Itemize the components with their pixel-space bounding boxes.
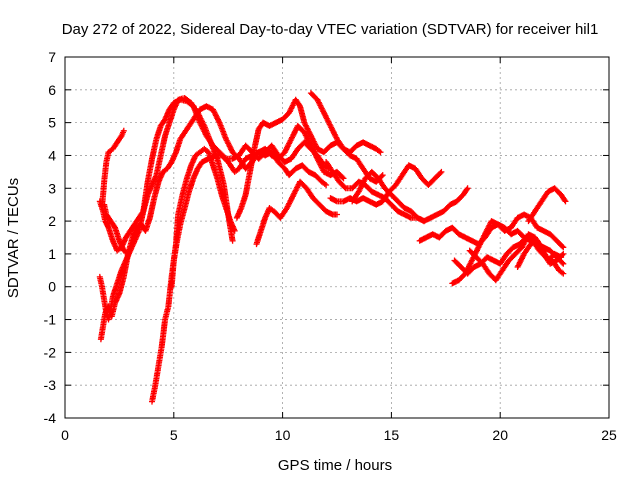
series-track-18 xyxy=(525,185,569,225)
x-tick-label: 5 xyxy=(170,427,178,443)
data-points xyxy=(514,237,567,270)
data-points xyxy=(168,145,238,290)
data-points xyxy=(327,162,445,208)
data-points xyxy=(525,185,569,225)
x-tick-label: 25 xyxy=(601,427,617,443)
series-track-11 xyxy=(323,159,471,225)
series-track-4 xyxy=(99,127,127,211)
series-track-13 xyxy=(349,168,427,225)
data-points xyxy=(101,201,132,257)
x-axis-label: GPS time / hours xyxy=(278,457,392,474)
y-tick-label: -3 xyxy=(44,377,57,393)
chart-title: Day 272 of 2022, Sidereal Day-to-day VTE… xyxy=(62,21,599,38)
y-tick-label: 1 xyxy=(48,246,56,262)
data-points xyxy=(349,168,427,225)
series-track-6 xyxy=(149,149,330,405)
x-tick-label: 15 xyxy=(384,427,400,443)
y-tick-label: -4 xyxy=(44,410,57,426)
series-track-5 xyxy=(101,201,132,257)
y-tick-label: 5 xyxy=(48,115,56,131)
y-tick-label: 2 xyxy=(48,213,56,229)
data-series xyxy=(96,90,569,405)
data-points xyxy=(323,159,471,225)
y-axis-label: SDTVAR / TECUs xyxy=(5,178,22,298)
x-tick-label: 0 xyxy=(61,427,69,443)
series-track-12 xyxy=(327,162,445,208)
data-points xyxy=(253,178,340,248)
y-tick-label: 0 xyxy=(48,279,56,295)
series-track-9 xyxy=(253,178,340,248)
y-tick-label: -1 xyxy=(44,312,57,328)
x-tick-label: 20 xyxy=(492,427,508,443)
y-tick-label: -2 xyxy=(44,344,57,360)
x-tick-label: 10 xyxy=(275,427,291,443)
series-track-7 xyxy=(168,145,238,290)
y-tick-label: 6 xyxy=(48,82,56,98)
series-track-10 xyxy=(307,90,384,156)
y-tick-label: 3 xyxy=(48,180,56,196)
plot-frame xyxy=(64,56,610,419)
series-track-19 xyxy=(514,237,567,270)
data-points xyxy=(307,90,384,156)
y-tick-label: 7 xyxy=(48,49,56,65)
y-tick-label: 4 xyxy=(48,147,56,163)
axes: 0 5 10 15 20 25 -4 -3 -2 -1 0 1 2 3 4 5 6 7 xyxy=(44,49,617,443)
data-points xyxy=(99,127,127,211)
data-points xyxy=(149,149,330,405)
